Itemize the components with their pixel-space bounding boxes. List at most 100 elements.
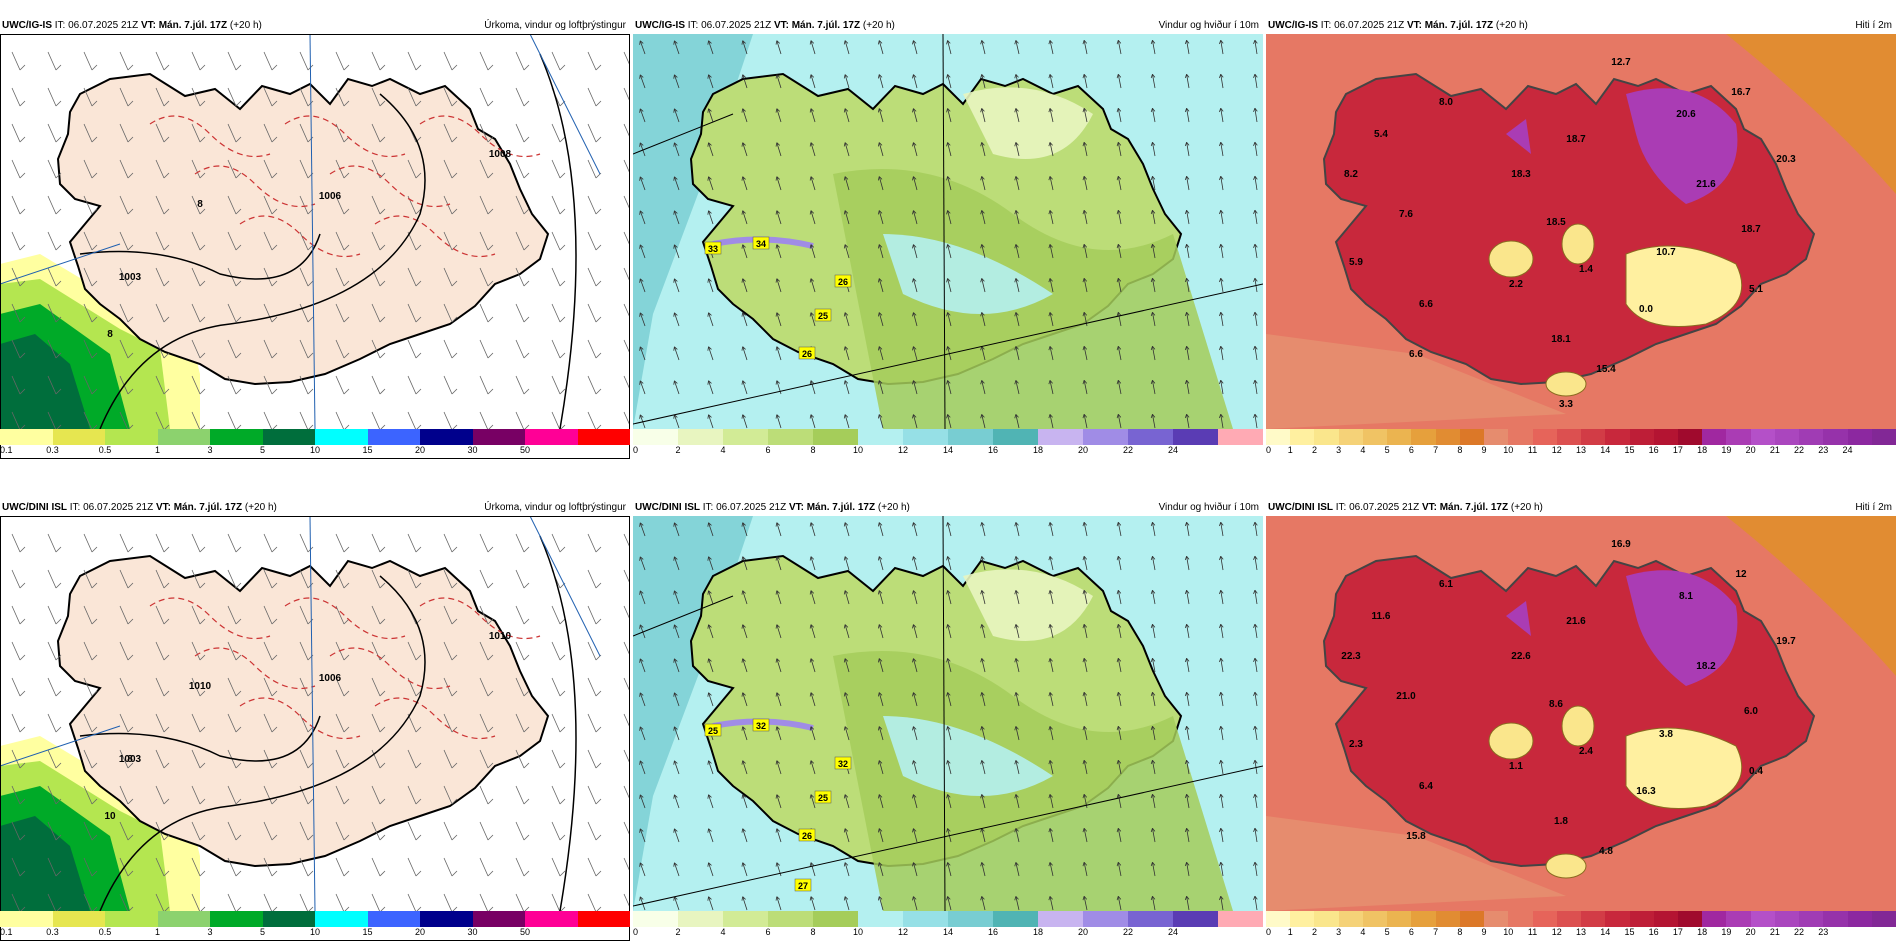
colorbar-tick: 4 xyxy=(1360,445,1366,455)
temperature-label: 15.8 xyxy=(1406,831,1426,842)
init-time: IT: 06.07.2025 21Z xyxy=(1318,20,1407,31)
isobar-label: 1003 xyxy=(119,272,142,283)
precip-map: 1003 1006 1008 8 8 xyxy=(0,34,630,429)
svg-text:18.1: 18.1 xyxy=(1551,334,1571,345)
svg-text:8: 8 xyxy=(197,199,203,210)
temperature-label: 22.6 xyxy=(1511,651,1531,662)
colorbar-tick: 24 xyxy=(1167,927,1179,937)
svg-text:10.7: 10.7 xyxy=(1656,247,1676,258)
temperature-label: 18.7 xyxy=(1741,224,1761,235)
svg-text:27: 27 xyxy=(798,881,808,891)
colorbar-ticks: 0.1 0.3 0.5 1 3 5 10 15 20 30 50 xyxy=(0,445,630,457)
init-time: IT: 06.07.2025 21Z xyxy=(52,20,141,31)
colorbar-tick: 12 xyxy=(1551,927,1562,937)
model-name: UWC/DINI ISL xyxy=(635,502,700,513)
colorbar-tick: 11 xyxy=(1527,927,1538,937)
colorbar-tick: 14 xyxy=(1600,927,1611,937)
temperature-label: 16.7 xyxy=(1731,87,1751,98)
svg-text:1.8: 1.8 xyxy=(1554,816,1568,827)
colorbar-tick: 0 xyxy=(633,445,639,455)
temperature-label: 4.8 xyxy=(1599,846,1613,857)
colorbar-tick: 18 xyxy=(1697,927,1708,937)
temperature-label: 10.7 xyxy=(1656,247,1676,258)
svg-text:6.6: 6.6 xyxy=(1409,349,1423,360)
isobar-label: 8 xyxy=(127,754,133,765)
colorbar xyxy=(1266,429,1897,445)
colorbar-tick: 0.5 xyxy=(98,927,112,937)
colorbar-tick: 10 xyxy=(309,927,321,937)
colorbar-tick: 23 xyxy=(1818,445,1829,455)
colorbar-tick: 1 xyxy=(154,927,161,937)
iceland-coastline xyxy=(56,72,550,386)
panel-title: Hiti í 2m xyxy=(1855,502,1892,513)
temperature-label: 16.9 xyxy=(1611,539,1631,550)
colorbar-ticks: 0 1 2 3 4 5 6 7 8 9 10 11 12 13 14 15 16 17 18 19 20 21 22 23 xyxy=(1266,927,1896,939)
svg-text:1008: 1008 xyxy=(489,149,512,160)
panel-title: Hiti í 2m xyxy=(1855,20,1892,31)
colorbar-tick: 2 xyxy=(675,445,681,455)
colorbar-ticks: 0 1 2 3 4 5 6 7 8 9 10 11 12 13 14 15 16 17 18 19 20 21 22 23 24 xyxy=(1266,445,1896,457)
valid-time: VT: Mán. 7.júl. 17Z xyxy=(1421,502,1509,513)
temperature-label: 6.6 xyxy=(1419,299,1433,310)
colorbar-tick: 20 xyxy=(414,445,426,455)
temperature-label: 18.2 xyxy=(1696,661,1716,672)
temperature-label: 15.4 xyxy=(1596,364,1616,375)
svg-text:18.2: 18.2 xyxy=(1696,661,1716,672)
colorbar-tick: 2 xyxy=(1311,927,1317,937)
panel-header: UWC/DINI ISL IT: 06.07.2025 21Z VT: Mán.… xyxy=(633,500,1263,516)
colorbar-tick: 20 xyxy=(414,927,426,937)
colorbar-tick: 14 xyxy=(1600,445,1611,455)
wind-gust-label: 25 xyxy=(814,790,832,804)
panel-title: Úrkoma, vindur og loftþrýstingur xyxy=(484,20,626,31)
colorbar-tick: 1 xyxy=(1287,927,1293,937)
svg-text:18.7: 18.7 xyxy=(1566,134,1586,145)
colorbar-tick: 10 xyxy=(1503,927,1514,937)
temperature-label: 8.1 xyxy=(1679,591,1693,602)
colorbar-tick: 15 xyxy=(362,927,373,937)
svg-text:26: 26 xyxy=(802,349,812,359)
valid-time: VT: Mán. 7.júl. 17Z xyxy=(773,20,861,31)
svg-text:8.6: 8.6 xyxy=(1549,699,1563,710)
wind-gust-label: 25 xyxy=(704,723,722,737)
precip-panel: UWC/IG-IS IT: 06.07.2025 21Z VT: Mán. 7.… xyxy=(0,18,630,463)
svg-text:25: 25 xyxy=(708,726,718,736)
colorbar-tick: 5 xyxy=(259,445,266,455)
temp-map: 12.7 16.7 8.0 20.6 5.4 18.7 8.2 18.3 20.3 21.6 7.6… xyxy=(1266,34,1896,429)
colorbar-tick: 24 xyxy=(1167,445,1179,455)
temperature-label: 5.4 xyxy=(1374,129,1388,140)
svg-text:21.6: 21.6 xyxy=(1566,616,1586,627)
svg-text:7.6: 7.6 xyxy=(1399,209,1413,220)
svg-text:1010: 1010 xyxy=(489,631,512,642)
colorbar-tick: 50 xyxy=(519,445,531,455)
isobar-label: 1008 xyxy=(489,149,512,160)
warm-area xyxy=(1626,88,1738,204)
isobar-label: 1010 xyxy=(489,631,512,642)
iceland-coastline xyxy=(56,554,550,868)
temperature-label: 21.0 xyxy=(1396,691,1416,702)
isobar-label: 1010 xyxy=(189,681,212,692)
wind-map: 25 32 32 25 26 27 xyxy=(633,516,1263,911)
valid-time: VT: Mán. 7.júl. 17Z xyxy=(1406,20,1494,31)
wind-gust-label: 26 xyxy=(798,828,816,842)
colorbar-tick: 15 xyxy=(1624,927,1635,937)
temperature-label: 8.2 xyxy=(1344,169,1358,180)
init-time: IT: 06.07.2025 21Z xyxy=(67,502,156,513)
temperature-label: 1.8 xyxy=(1554,816,1568,827)
colorbar-tick: 0.1 xyxy=(0,927,13,937)
temperature-label: 7.6 xyxy=(1399,209,1413,220)
svg-text:15.4: 15.4 xyxy=(1596,364,1616,375)
temp-panel: UWC/DINI ISL IT: 06.07.2025 21Z VT: Mán.… xyxy=(1266,500,1897,945)
svg-text:12: 12 xyxy=(1735,569,1747,580)
colorbar-tick: 0.3 xyxy=(46,927,59,937)
colorbar-tick: 7 xyxy=(1433,445,1439,455)
model-name: UWC/IG-IS xyxy=(2,20,52,31)
svg-text:3.3: 3.3 xyxy=(1559,399,1573,410)
colorbar xyxy=(0,911,630,927)
svg-text:22.6: 22.6 xyxy=(1511,651,1531,662)
vatnajokull-cold xyxy=(1625,245,1743,327)
colorbar-tick: 5 xyxy=(1384,445,1390,455)
svg-text:18.3: 18.3 xyxy=(1511,169,1531,180)
svg-text:26: 26 xyxy=(838,277,848,287)
temperature-label: 6.6 xyxy=(1409,349,1423,360)
temperature-label: 1.1 xyxy=(1509,761,1523,772)
